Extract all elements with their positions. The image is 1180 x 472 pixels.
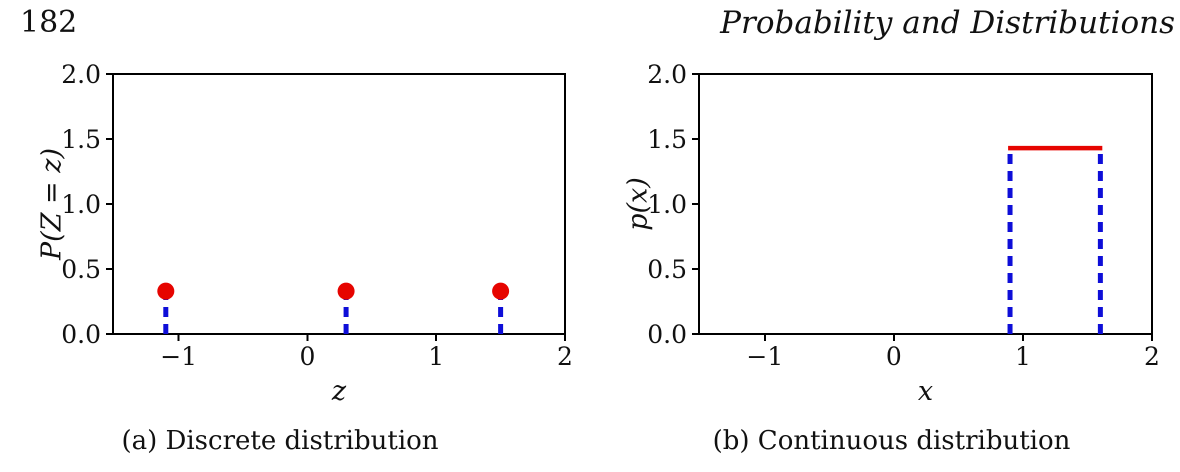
axes-frame [698,73,1153,335]
stem-marker [157,282,175,300]
y-tick-label: 1.0 [61,190,101,219]
x-tick-label: 2 [557,342,573,371]
y-tick-label: 1.5 [647,125,687,154]
y-tick-label: 0.0 [647,320,687,349]
x-tick-label: 1 [1015,342,1031,371]
x-tick-label: −1 [160,342,197,371]
plot-area: −1 0 1 2 0.0 0.5 1.0 1.5 2.0 [647,60,1160,371]
y-tick-label: 0.5 [61,255,101,284]
subfigure-caption-b: (b) Continuous distribution [712,426,1071,456]
x-tick-label: 1 [428,342,444,371]
x-tick-label: 0 [299,342,315,371]
x-tick-label: −1 [746,342,783,371]
stem-marker [337,282,355,300]
x-axis-label: z [331,376,347,407]
chart-discrete-distribution: −1 0 1 2 0.0 0.5 1.0 1.5 2.0 P(Z = z) z (a) Disc… [37,60,573,456]
plot-area: −1 0 1 2 0.0 0.5 1.0 1.5 2.0 [61,60,573,371]
chart-continuous-distribution: −1 0 1 2 0.0 0.5 1.0 1.5 2.0 p(x) x (b) Continuo… [623,60,1160,456]
y-axis-label: P(Z = z) [36,147,68,261]
y-tick-label: 2.0 [61,60,101,89]
x-tick-label: 0 [886,342,902,371]
y-tick-label: 1.0 [647,190,687,219]
x-tick-label: 2 [1144,342,1160,371]
running-header-title: Probability and Distributions [720,5,1175,41]
subfigure-caption-a: (a) Discrete distribution [121,426,439,456]
y-tick-label: 1.5 [61,125,101,154]
x-axis-label: x [917,376,934,407]
y-axis-label: p(x) [622,177,654,231]
page-number: 182 [20,5,78,40]
y-tick-label: 0.5 [647,255,687,284]
stem-marker [492,282,510,300]
y-tick-label: 2.0 [647,60,687,89]
y-tick-label: 0.0 [61,320,101,349]
